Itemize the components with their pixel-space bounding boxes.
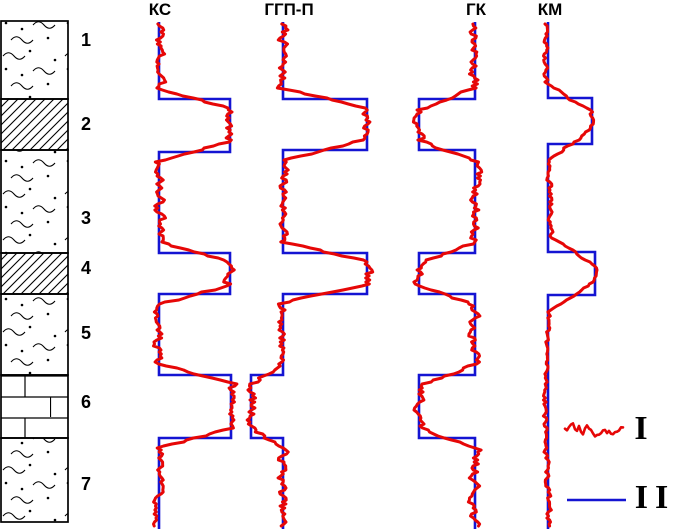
lithology-layer-6 xyxy=(0,374,69,439)
layer-number-6: 6 xyxy=(80,392,92,412)
lithology-layer-4 xyxy=(0,252,69,295)
layer-number-5: 5 xyxy=(80,323,92,343)
lithology-column xyxy=(0,20,69,523)
track-3-model-curve xyxy=(546,22,597,529)
track-2-model-curve xyxy=(417,22,477,529)
track-label-km: КМ xyxy=(537,0,563,19)
log-curve-tracks xyxy=(152,22,599,529)
track-label-ks: КС xyxy=(148,0,172,19)
legend-swatches xyxy=(563,422,626,502)
layer-number-2: 2 xyxy=(80,114,92,134)
lithology-layer-1 xyxy=(0,20,69,100)
track-2-measured-curve xyxy=(411,22,484,528)
track-3-measured-curve xyxy=(541,22,599,528)
lithology-layer-2 xyxy=(0,98,69,151)
lithology-layer-7 xyxy=(0,437,69,523)
track-label-ggp-p: ГГП-П xyxy=(264,0,314,19)
layer-number-1: 1 xyxy=(80,30,92,50)
legend-measured-swatch xyxy=(563,422,625,438)
layer-number-7: 7 xyxy=(80,474,92,494)
layer-number-4: 4 xyxy=(80,258,92,278)
legend-label-model: II xyxy=(634,479,676,516)
track-label-gk: ГК xyxy=(465,0,487,19)
lithology-layer-3 xyxy=(0,149,69,254)
track-0-measured-curve xyxy=(152,22,239,528)
track-1-measured-curve xyxy=(245,22,375,528)
layer-number-3: 3 xyxy=(80,208,92,228)
legend-label-measured: I xyxy=(634,410,648,447)
